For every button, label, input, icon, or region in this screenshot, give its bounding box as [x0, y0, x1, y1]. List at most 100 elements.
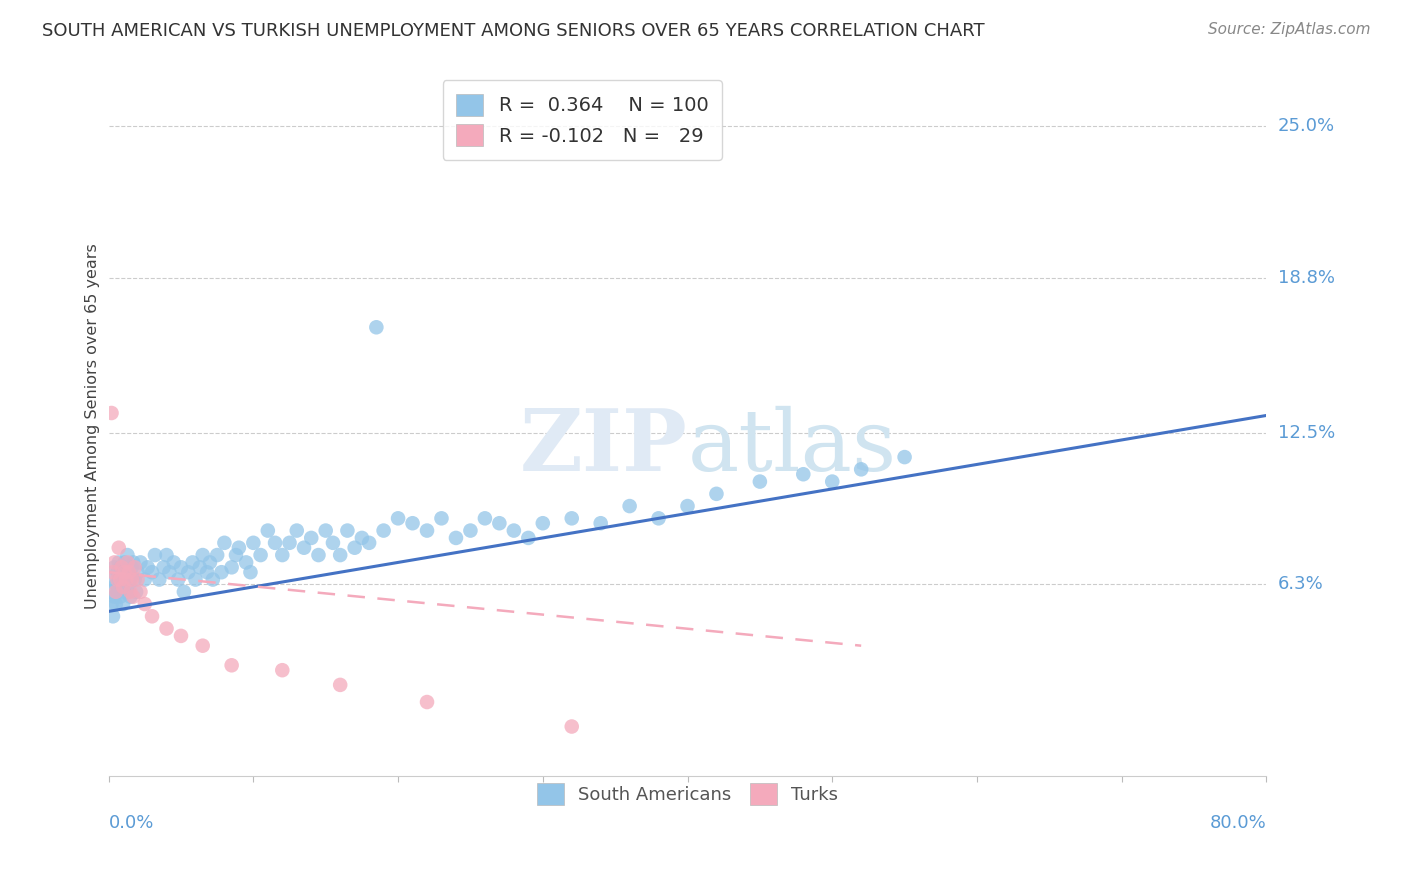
Point [117, 548, 139, 562]
Point [221, 658, 243, 673]
Text: atlas: atlas [688, 406, 897, 489]
Legend: South Americans, Turks: South Americans, Turks [530, 775, 845, 812]
Point [184, 573, 207, 587]
Point [105, 573, 128, 587]
Point [214, 536, 236, 550]
Text: 25.0%: 25.0% [1278, 118, 1334, 136]
Point [107, 541, 129, 555]
Point [561, 511, 583, 525]
Point [474, 511, 496, 525]
Point [112, 573, 135, 587]
Point [118, 565, 141, 579]
Point [143, 548, 166, 562]
Point [387, 511, 409, 525]
Point [121, 573, 143, 587]
Point [129, 556, 152, 570]
Point [329, 548, 352, 562]
Point [195, 565, 218, 579]
Point [531, 516, 554, 531]
Point [205, 548, 228, 562]
Point [127, 565, 149, 579]
Point [122, 590, 145, 604]
Point [155, 622, 177, 636]
Point [103, 556, 125, 570]
Point [111, 580, 134, 594]
Point [103, 590, 125, 604]
Point [129, 584, 152, 599]
Point [134, 573, 156, 587]
Point [401, 516, 423, 531]
Point [101, 573, 124, 587]
Point [127, 573, 149, 587]
Point [198, 556, 221, 570]
Point [163, 556, 186, 570]
Point [115, 565, 138, 579]
Text: Source: ZipAtlas.com: Source: ZipAtlas.com [1208, 22, 1371, 37]
Point [141, 565, 163, 579]
Point [373, 524, 395, 538]
Point [264, 536, 287, 550]
Point [177, 565, 200, 579]
Point [152, 560, 174, 574]
Point [100, 406, 122, 420]
Point [170, 629, 193, 643]
Point [107, 556, 129, 570]
Point [893, 450, 915, 464]
Point [308, 548, 330, 562]
Point [359, 536, 381, 550]
Point [792, 467, 814, 482]
Point [104, 577, 127, 591]
Point [101, 609, 124, 624]
Point [134, 597, 156, 611]
Point [191, 548, 214, 562]
Point [101, 565, 124, 579]
Point [114, 565, 136, 579]
Point [221, 560, 243, 574]
Point [647, 511, 669, 525]
Point [235, 556, 257, 570]
Point [111, 565, 134, 579]
Point [821, 475, 844, 489]
Point [181, 556, 204, 570]
Point [170, 560, 193, 574]
Point [112, 597, 135, 611]
Point [108, 573, 131, 587]
Text: 6.3%: 6.3% [1278, 575, 1323, 593]
Point [343, 541, 366, 555]
Point [120, 573, 142, 587]
Point [430, 511, 453, 525]
Point [676, 499, 699, 513]
Point [285, 524, 308, 538]
Point [211, 565, 233, 579]
Point [157, 565, 180, 579]
Point [444, 531, 467, 545]
Text: SOUTH AMERICAN VS TURKISH UNEMPLOYMENT AMONG SENIORS OVER 65 YEARS CORRELATION C: SOUTH AMERICAN VS TURKISH UNEMPLOYMENT A… [42, 22, 984, 40]
Point [167, 573, 190, 587]
Text: 18.8%: 18.8% [1278, 269, 1334, 287]
Point [104, 584, 127, 599]
Point [112, 580, 135, 594]
Point [141, 609, 163, 624]
Point [111, 560, 134, 574]
Point [136, 560, 159, 574]
Point [117, 556, 139, 570]
Point [98, 584, 121, 599]
Point [706, 487, 728, 501]
Point [561, 719, 583, 733]
Text: 0.0%: 0.0% [108, 814, 155, 832]
Text: 80.0%: 80.0% [1209, 814, 1267, 832]
Point [748, 475, 770, 489]
Point [114, 556, 136, 570]
Text: ZIP: ZIP [520, 406, 688, 490]
Point [619, 499, 641, 513]
Point [239, 565, 262, 579]
Point [122, 556, 145, 570]
Point [107, 573, 129, 587]
Point [336, 524, 359, 538]
Point [851, 462, 873, 476]
Point [124, 573, 146, 587]
Point [191, 639, 214, 653]
Point [125, 584, 148, 599]
Point [108, 590, 131, 604]
Point [315, 524, 337, 538]
